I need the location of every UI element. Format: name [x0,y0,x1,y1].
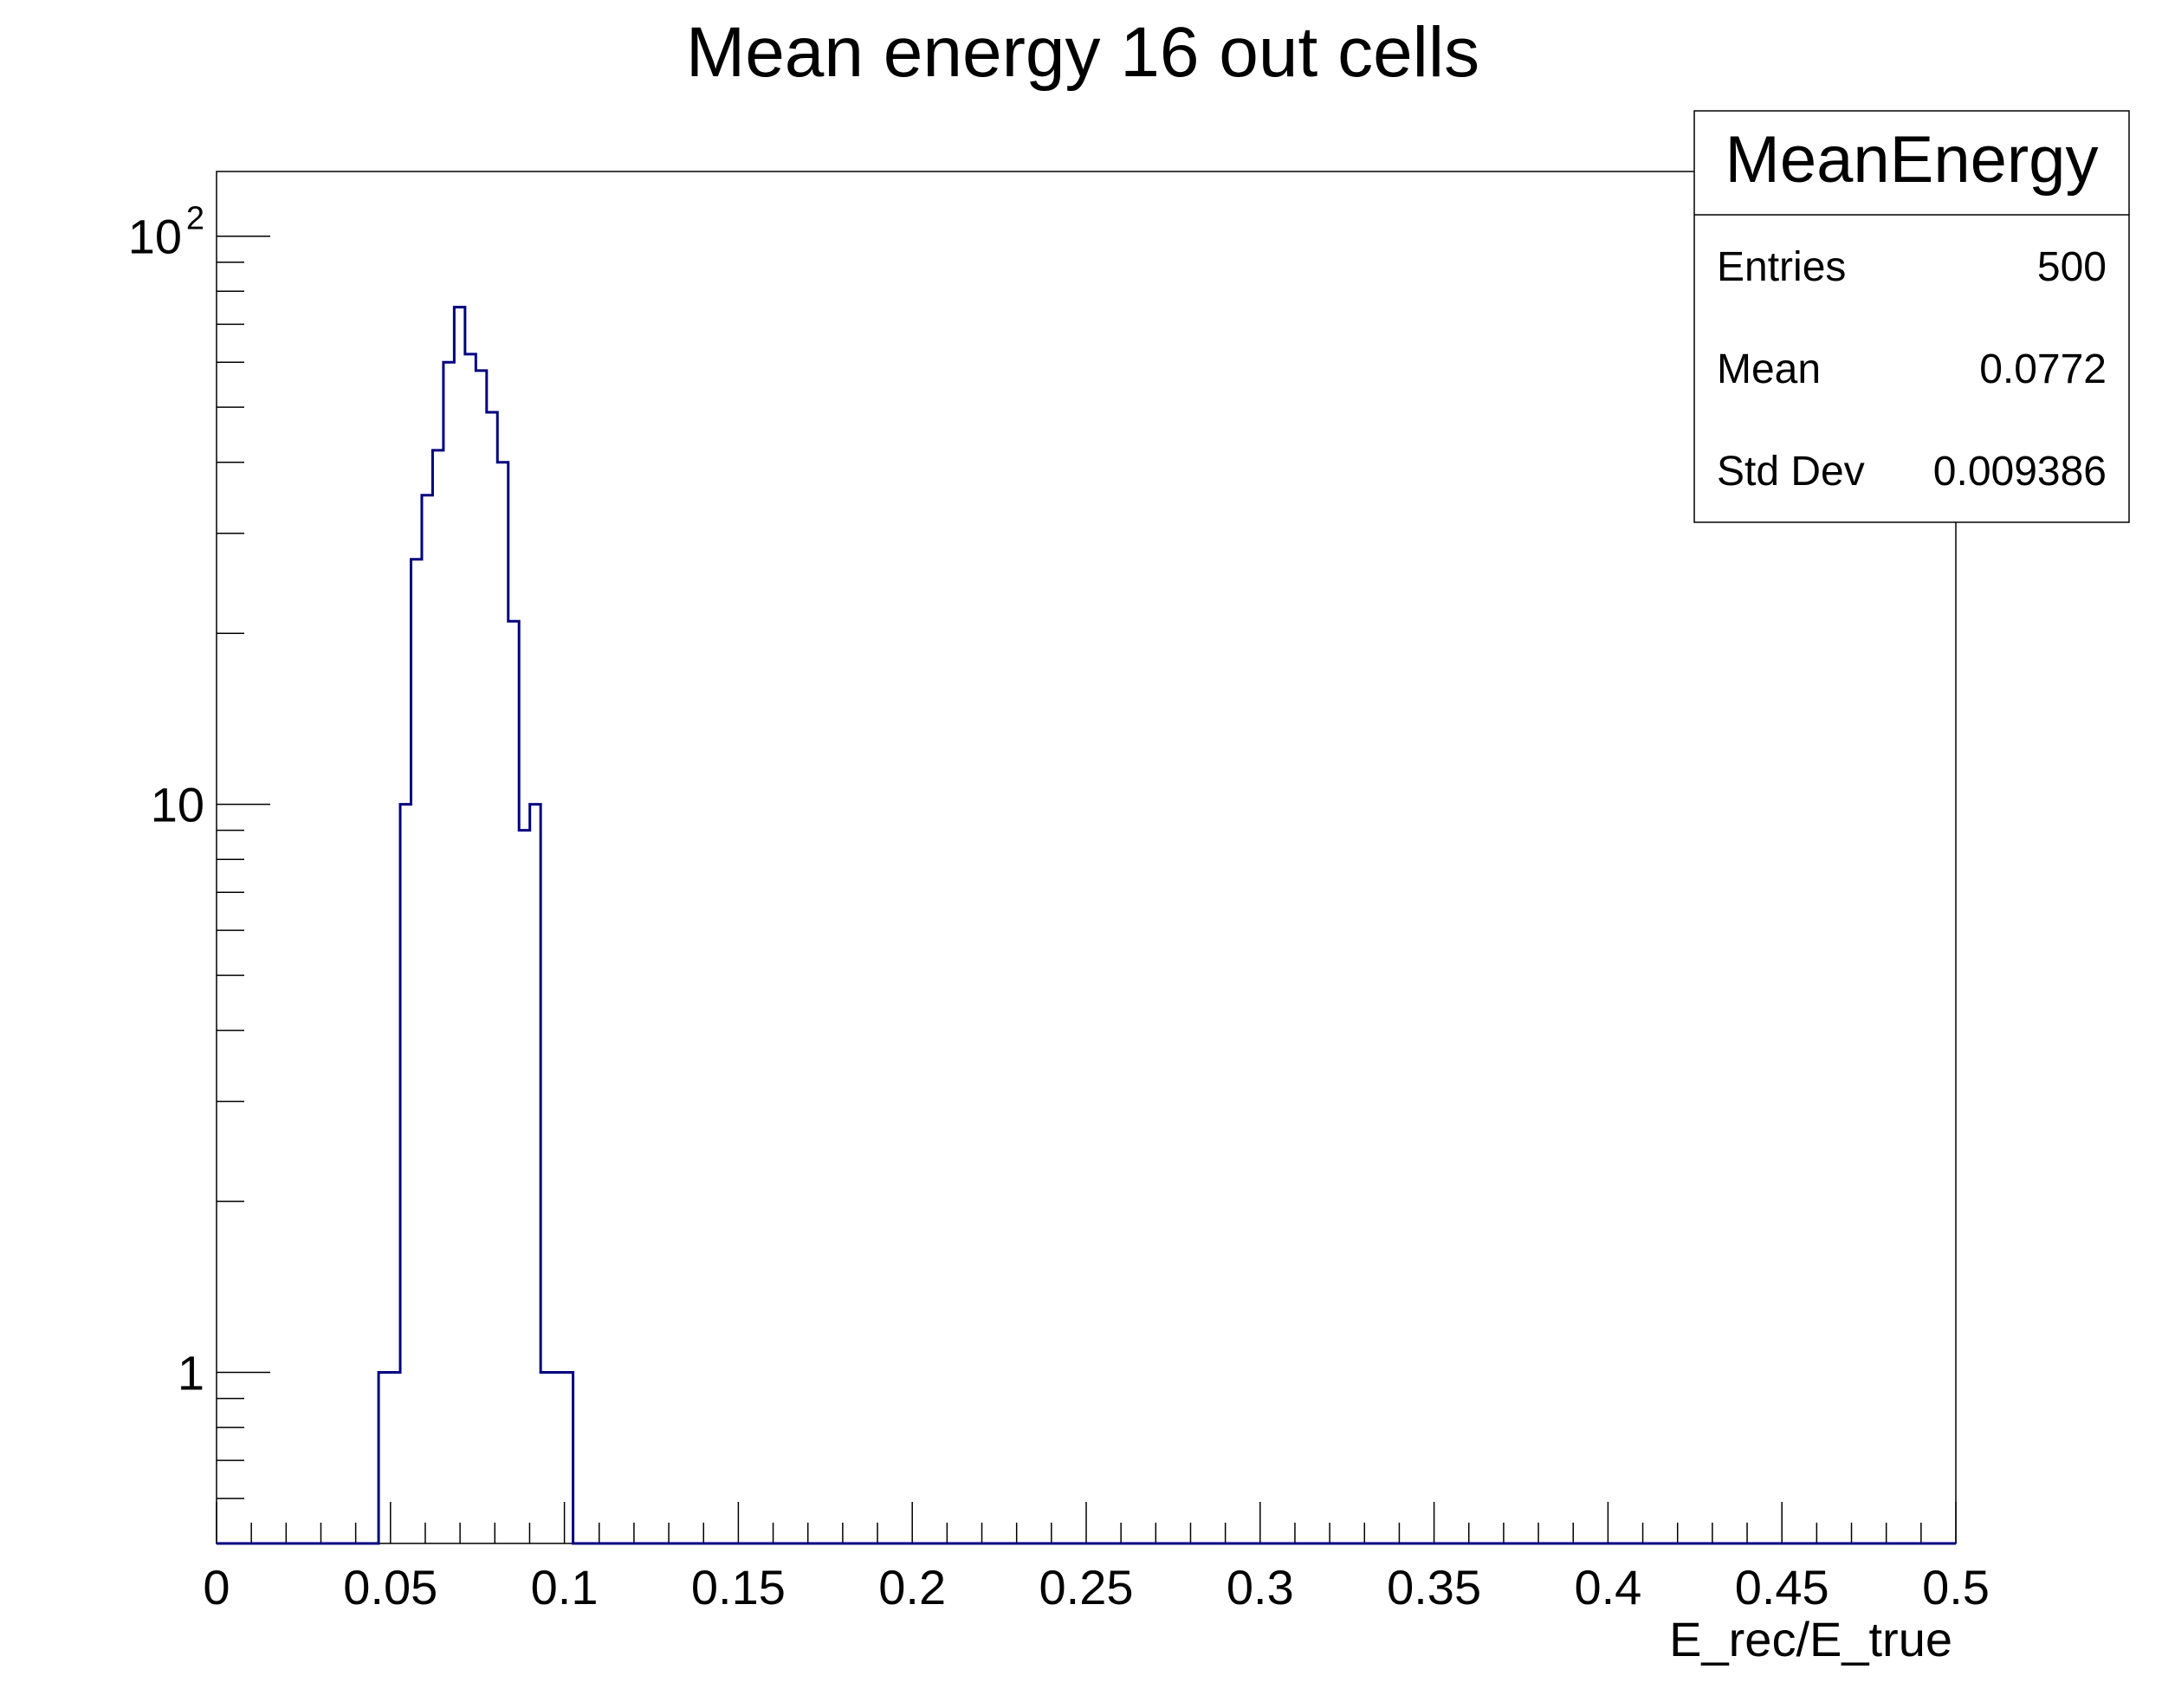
x-tick-label: 0 [203,1560,230,1614]
chart-title: Mean energy 16 out cells [686,13,1479,92]
x-tick-label: 0.05 [343,1560,437,1614]
stats-box: MeanEnergy Entries 500 Mean 0.0772 Std D… [1693,110,2130,523]
stats-stddev-label: Std Dev [1717,449,1865,495]
y-tick-exponent: 2 [186,201,204,237]
stats-box-frame [1693,110,2130,523]
x-tick-label: 0.25 [1039,1560,1134,1614]
x-axis-title: E_rec/E_true [1669,1612,1952,1666]
x-tick-label: 0.5 [1922,1560,1990,1614]
x-tick-label: 0.2 [878,1560,946,1614]
stats-box-title: MeanEnergy [1725,123,2099,197]
y-tick-label: 10 [151,778,204,832]
x-tick-label: 0.15 [691,1560,786,1614]
x-tick-label: 0.45 [1735,1560,1829,1614]
histogram-series-line [217,306,1956,1545]
y-tick-label: 10 [128,210,182,264]
x-tick-label: 0.35 [1387,1560,1481,1614]
stats-entries-label: Entries [1717,244,1846,290]
stats-mean-value: 0.0772 [1979,346,2107,392]
stats-stddev-value: 0.009386 [1933,449,2107,495]
stats-entries-value: 500 [2037,244,2107,290]
stats-mean-label: Mean [1717,346,1821,392]
x-tick-label: 0.1 [531,1560,599,1614]
y-tick-label: 1 [178,1346,204,1401]
x-tick-label: 0.3 [1227,1560,1294,1614]
x-axis: 0 0.05 0.1 0.15 0.2 0.25 0.3 0.35 0.4 0.45 0.5 [203,1502,1990,1614]
x-tick-label: 0.4 [1574,1560,1641,1614]
